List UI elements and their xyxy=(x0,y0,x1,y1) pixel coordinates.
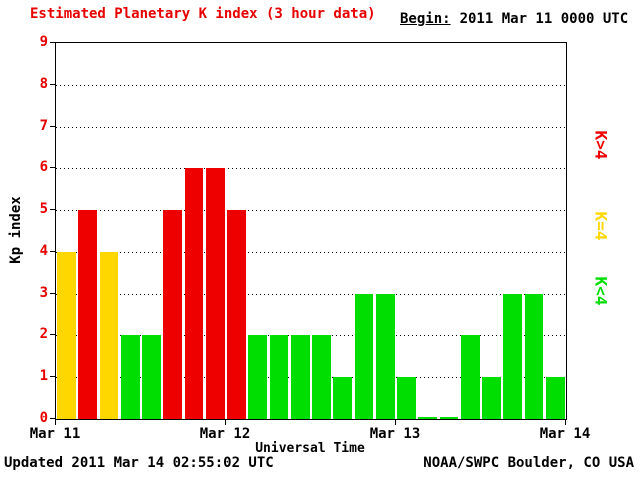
y-axis-tick-label: 6 xyxy=(39,159,48,176)
y-axis-tick xyxy=(50,418,55,419)
x-axis-tick-label: Mar 14 xyxy=(539,426,591,442)
kp-bar xyxy=(120,335,140,419)
plot-area xyxy=(55,42,567,420)
kp-bar xyxy=(482,377,501,419)
kp-bar xyxy=(78,210,98,419)
y-axis-tick xyxy=(50,376,55,378)
y-axis-tick-label: 8 xyxy=(39,75,48,92)
y-axis-tick-label: 5 xyxy=(39,201,48,218)
kp-bar xyxy=(248,335,268,419)
y-axis-title: Kp index xyxy=(8,196,24,264)
x-axis-tick xyxy=(55,419,56,425)
kp-bar xyxy=(545,377,565,419)
kp-bar xyxy=(439,417,459,419)
kp-bar xyxy=(99,251,119,419)
kp-bar xyxy=(205,168,225,419)
kp-bar xyxy=(142,335,161,419)
kp-bar xyxy=(312,335,331,419)
gridline xyxy=(56,251,566,253)
y-axis-tick xyxy=(50,42,55,43)
y-axis-tick xyxy=(50,83,55,85)
kp-bar xyxy=(397,377,416,419)
gridline xyxy=(56,168,566,170)
gridline xyxy=(56,126,566,128)
kp-bar xyxy=(57,251,76,419)
legend-item-k-eq-4: K=4 xyxy=(591,211,611,241)
legend-item-k-gt-4: K>4 xyxy=(591,130,611,160)
kp-bar xyxy=(163,210,183,419)
y-axis-tick-label: 0 xyxy=(39,410,48,426)
kp-bar xyxy=(184,168,204,419)
y-axis-tick xyxy=(50,209,55,211)
y-axis-tick-label: 7 xyxy=(39,117,48,134)
y-axis-tick xyxy=(50,125,55,127)
y-axis-tick xyxy=(50,167,55,169)
kp-bar xyxy=(269,335,289,419)
x-axis-tick-label: Mar 11 xyxy=(29,426,81,442)
credit-text: NOAA/SWPC Boulder, CO USA xyxy=(423,455,634,471)
y-axis-tick xyxy=(50,292,55,294)
x-axis-tick xyxy=(225,419,226,425)
x-axis-title: Universal Time xyxy=(255,441,365,456)
kp-bar xyxy=(333,377,353,419)
gridline xyxy=(56,293,566,295)
begin-label: Begin: xyxy=(400,11,451,27)
y-axis-tick xyxy=(50,334,55,336)
x-axis-tick xyxy=(395,419,396,425)
kp-bar xyxy=(418,417,438,419)
gridline xyxy=(56,210,566,212)
gridline xyxy=(56,84,566,86)
kp-bar xyxy=(524,293,544,419)
gridline xyxy=(56,335,566,337)
chart-title: Estimated Planetary K index (3 hour data… xyxy=(30,6,376,22)
y-axis-tick xyxy=(50,250,55,252)
y-axis-tick-label: 3 xyxy=(39,284,48,301)
kp-bar xyxy=(354,293,374,419)
y-axis-tick-label: 9 xyxy=(39,34,48,50)
gridline xyxy=(56,377,566,379)
begin-time: Begin: 2011 Mar 11 0000 UTC xyxy=(400,11,628,27)
kp-bar xyxy=(460,335,480,419)
legend-item-k-lt-4: K<4 xyxy=(591,276,611,306)
y-axis-tick-label: 2 xyxy=(39,326,48,343)
y-axis-tick-label: 4 xyxy=(39,242,48,259)
begin-value: 2011 Mar 11 0000 UTC xyxy=(459,11,629,27)
x-axis-tick xyxy=(565,419,566,425)
kp-bar xyxy=(503,293,523,419)
kp-bar xyxy=(227,210,246,419)
x-axis-tick-label: Mar 12 xyxy=(199,426,251,442)
kp-bar xyxy=(290,335,310,419)
kp-bar xyxy=(375,293,395,419)
y-axis-tick-label: 1 xyxy=(39,368,48,385)
updated-timestamp: Updated 2011 Mar 14 02:55:02 UTC xyxy=(4,455,274,471)
x-axis-tick-label: Mar 13 xyxy=(369,426,421,442)
